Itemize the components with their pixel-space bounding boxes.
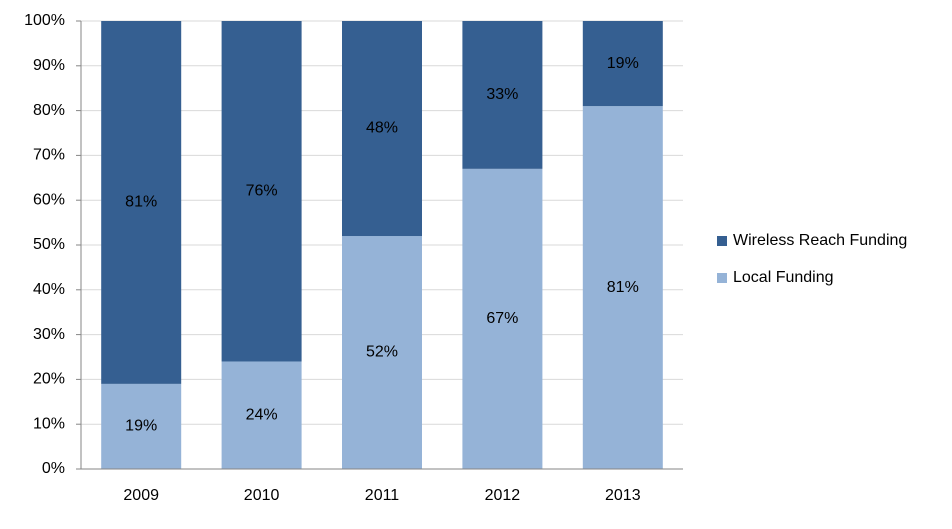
bar-segment: [101, 21, 182, 384]
y-tick-label: 100%: [24, 12, 65, 29]
bar-segment: [101, 383, 182, 469]
legend-label: Local Funding: [733, 269, 834, 286]
bar-segment: [462, 168, 543, 469]
bar-segment: [221, 21, 302, 362]
data-label: 48%: [366, 120, 398, 137]
x-tick-label: 2013: [605, 487, 641, 504]
y-tick-label: 60%: [33, 191, 65, 208]
x-tick-label: 2009: [123, 487, 159, 504]
data-label: 81%: [125, 194, 157, 211]
y-tick-label: 40%: [33, 281, 65, 298]
legend-swatch: [717, 236, 727, 246]
data-label: 52%: [366, 344, 398, 361]
data-label: 19%: [607, 55, 639, 72]
y-tick-label: 30%: [33, 326, 65, 343]
bar-segment: [462, 21, 543, 169]
y-tick-label: 50%: [33, 236, 65, 253]
bar-segment: [582, 106, 663, 470]
x-tick-label: 2012: [485, 487, 521, 504]
legend-swatch: [717, 273, 727, 283]
data-label: 81%: [607, 279, 639, 296]
data-label: 76%: [246, 182, 278, 199]
bar-segment: [582, 21, 663, 107]
data-label: 33%: [486, 86, 518, 103]
y-tick-label: 70%: [33, 147, 65, 164]
data-label: 67%: [486, 310, 518, 327]
data-label: 24%: [246, 406, 278, 423]
y-tick-label: 20%: [33, 371, 65, 388]
bar-segment: [342, 21, 422, 237]
data-label: 19%: [125, 418, 157, 435]
y-tick-label: 0%: [42, 460, 65, 477]
x-tick-label: 2011: [365, 487, 400, 504]
y-tick-label: 90%: [33, 57, 65, 74]
y-tick-label: 10%: [33, 415, 65, 432]
x-tick-label: 2010: [244, 487, 280, 504]
legend-label: Wireless Reach Funding: [733, 232, 907, 249]
y-tick-label: 80%: [33, 102, 65, 119]
bar-segment: [221, 361, 302, 469]
bar-segment: [342, 236, 422, 469]
